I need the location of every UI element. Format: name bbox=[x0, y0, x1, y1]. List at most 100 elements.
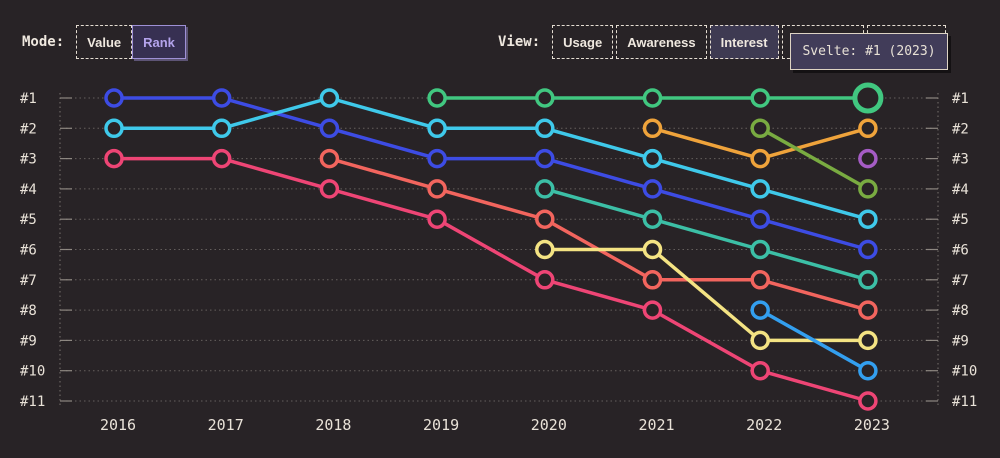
data-point-pink-line[interactable] bbox=[750, 360, 770, 381]
data-point-cyan-line[interactable] bbox=[750, 179, 770, 199]
tooltip: Svelte: #1 (2023) bbox=[790, 33, 948, 70]
data-point-teal-line[interactable] bbox=[858, 270, 878, 290]
series-line-royal-blue-line[interactable] bbox=[112, 96, 870, 252]
data-point-Svelte[interactable] bbox=[642, 88, 663, 108]
data-point-royal-blue-line[interactable] bbox=[319, 118, 340, 139]
rank-label-right: #9 bbox=[952, 333, 969, 349]
rank-label-left: #8 bbox=[20, 303, 37, 319]
data-point-pink-line[interactable] bbox=[211, 148, 232, 169]
data-point-teal-line[interactable] bbox=[535, 179, 555, 199]
data-point-salmon-line[interactable] bbox=[427, 179, 447, 199]
data-point-olive-green-line[interactable] bbox=[750, 118, 770, 139]
data-point-royal-blue-line[interactable] bbox=[858, 239, 878, 260]
series-line-cyan-line[interactable] bbox=[112, 96, 870, 221]
x-axis-label: 2022 bbox=[746, 416, 782, 434]
x-axis-label: 2023 bbox=[854, 416, 890, 434]
data-point-cyan-line[interactable] bbox=[319, 88, 340, 108]
rank-label-left: #5 bbox=[20, 212, 37, 228]
data-point-pink-line[interactable] bbox=[858, 391, 878, 411]
data-point-olive-green-line[interactable] bbox=[858, 179, 878, 199]
rank-label-right: #8 bbox=[952, 303, 969, 319]
rank-label-left: #9 bbox=[20, 333, 37, 349]
rank-label-left: #10 bbox=[20, 364, 45, 380]
data-point-teal-line[interactable] bbox=[642, 209, 663, 229]
data-point-dodger-blue-line[interactable] bbox=[858, 360, 878, 381]
data-point-yellow-line[interactable] bbox=[750, 330, 770, 351]
data-point-cyan-line[interactable] bbox=[858, 209, 878, 229]
rank-label-right: #1 bbox=[952, 91, 969, 107]
data-point-salmon-line[interactable] bbox=[319, 148, 340, 169]
series-line-dodger-blue-line[interactable] bbox=[758, 308, 870, 373]
data-point-royal-blue-line[interactable] bbox=[750, 209, 770, 229]
data-point-salmon-line[interactable] bbox=[642, 270, 663, 290]
data-point-pink-line[interactable] bbox=[642, 300, 663, 320]
x-axis-label: 2021 bbox=[638, 416, 674, 434]
rank-label-right: #5 bbox=[952, 212, 969, 228]
rank-label-left: #6 bbox=[20, 243, 37, 259]
data-point-salmon-line[interactable] bbox=[535, 209, 555, 229]
data-point-cyan-line[interactable] bbox=[535, 118, 555, 139]
data-point-purple-line[interactable] bbox=[858, 148, 878, 169]
rank-label-left: #11 bbox=[20, 394, 45, 410]
data-point-pink-line[interactable] bbox=[427, 209, 447, 229]
data-point-highlighted-Svelte[interactable] bbox=[852, 82, 884, 114]
data-point-pink-line[interactable] bbox=[535, 270, 555, 290]
rank-label-left: #7 bbox=[20, 273, 37, 289]
rank-label-right: #10 bbox=[952, 364, 977, 380]
data-point-cyan-line[interactable] bbox=[427, 118, 447, 139]
mode-label: Mode: bbox=[22, 34, 65, 50]
mode-toggle-group: Mode: Value Rank bbox=[22, 25, 186, 59]
series-line-teal-line[interactable] bbox=[543, 187, 870, 282]
tooltip-text: Svelte: #1 (2023) bbox=[802, 44, 936, 59]
rank-label-right: #3 bbox=[952, 152, 969, 168]
x-axis-label: 2017 bbox=[208, 416, 244, 434]
rank-label-right: #4 bbox=[952, 182, 969, 198]
data-point-pink-line[interactable] bbox=[319, 179, 340, 199]
data-point-pink-line[interactable] bbox=[104, 148, 124, 169]
data-point-orange-line[interactable] bbox=[858, 118, 878, 139]
data-point-salmon-line[interactable] bbox=[858, 300, 878, 320]
data-point-dodger-blue-line[interactable] bbox=[750, 300, 770, 320]
data-point-royal-blue-line[interactable] bbox=[211, 88, 232, 108]
rank-label-right: #2 bbox=[952, 121, 969, 137]
x-axis-label: 2019 bbox=[423, 416, 459, 434]
data-point-orange-line[interactable] bbox=[750, 148, 770, 169]
data-point-teal-line[interactable] bbox=[750, 239, 770, 260]
data-point-Svelte[interactable] bbox=[427, 88, 447, 108]
series-line-salmon-line[interactable] bbox=[327, 156, 870, 312]
x-axis-label: 2020 bbox=[531, 416, 567, 434]
data-point-royal-blue-line[interactable] bbox=[642, 179, 663, 199]
data-point-royal-blue-line[interactable] bbox=[104, 88, 124, 108]
data-point-Svelte[interactable] bbox=[535, 88, 555, 108]
view-tab-interest[interactable]: Interest bbox=[709, 25, 779, 59]
data-point-royal-blue-line[interactable] bbox=[535, 148, 555, 169]
data-point-cyan-line[interactable] bbox=[104, 118, 124, 139]
series-line-olive-green-line[interactable] bbox=[758, 126, 870, 191]
mode-toggle-value[interactable]: Value bbox=[76, 25, 133, 59]
rank-label-left: #3 bbox=[20, 152, 37, 168]
view-tab-usage[interactable]: Usage bbox=[552, 25, 614, 59]
view-label: View: bbox=[498, 34, 541, 50]
rank-label-left: #2 bbox=[20, 121, 37, 137]
data-point-salmon-line[interactable] bbox=[750, 270, 770, 290]
data-point-yellow-line[interactable] bbox=[535, 239, 555, 260]
mode-toggle-rank[interactable]: Rank bbox=[132, 25, 186, 59]
rank-label-left: #1 bbox=[20, 91, 37, 107]
data-point-yellow-line[interactable] bbox=[642, 239, 663, 260]
data-point-cyan-line[interactable] bbox=[642, 148, 663, 169]
data-point-yellow-line[interactable] bbox=[858, 330, 878, 351]
data-point-royal-blue-line[interactable] bbox=[427, 148, 447, 169]
rank-label-right: #6 bbox=[952, 243, 969, 259]
series-line-pink-line[interactable] bbox=[112, 156, 870, 403]
data-point-Svelte[interactable] bbox=[750, 88, 770, 108]
x-axis-label: 2018 bbox=[315, 416, 351, 434]
rank-label-left: #4 bbox=[20, 182, 37, 198]
data-point-orange-line[interactable] bbox=[642, 118, 663, 139]
rank-label-right: #7 bbox=[952, 273, 969, 289]
rank-label-right: #11 bbox=[952, 394, 977, 410]
view-tab-awareness[interactable]: Awareness bbox=[616, 25, 707, 59]
data-point-cyan-line[interactable] bbox=[211, 118, 232, 139]
x-axis-label: 2016 bbox=[100, 416, 136, 434]
